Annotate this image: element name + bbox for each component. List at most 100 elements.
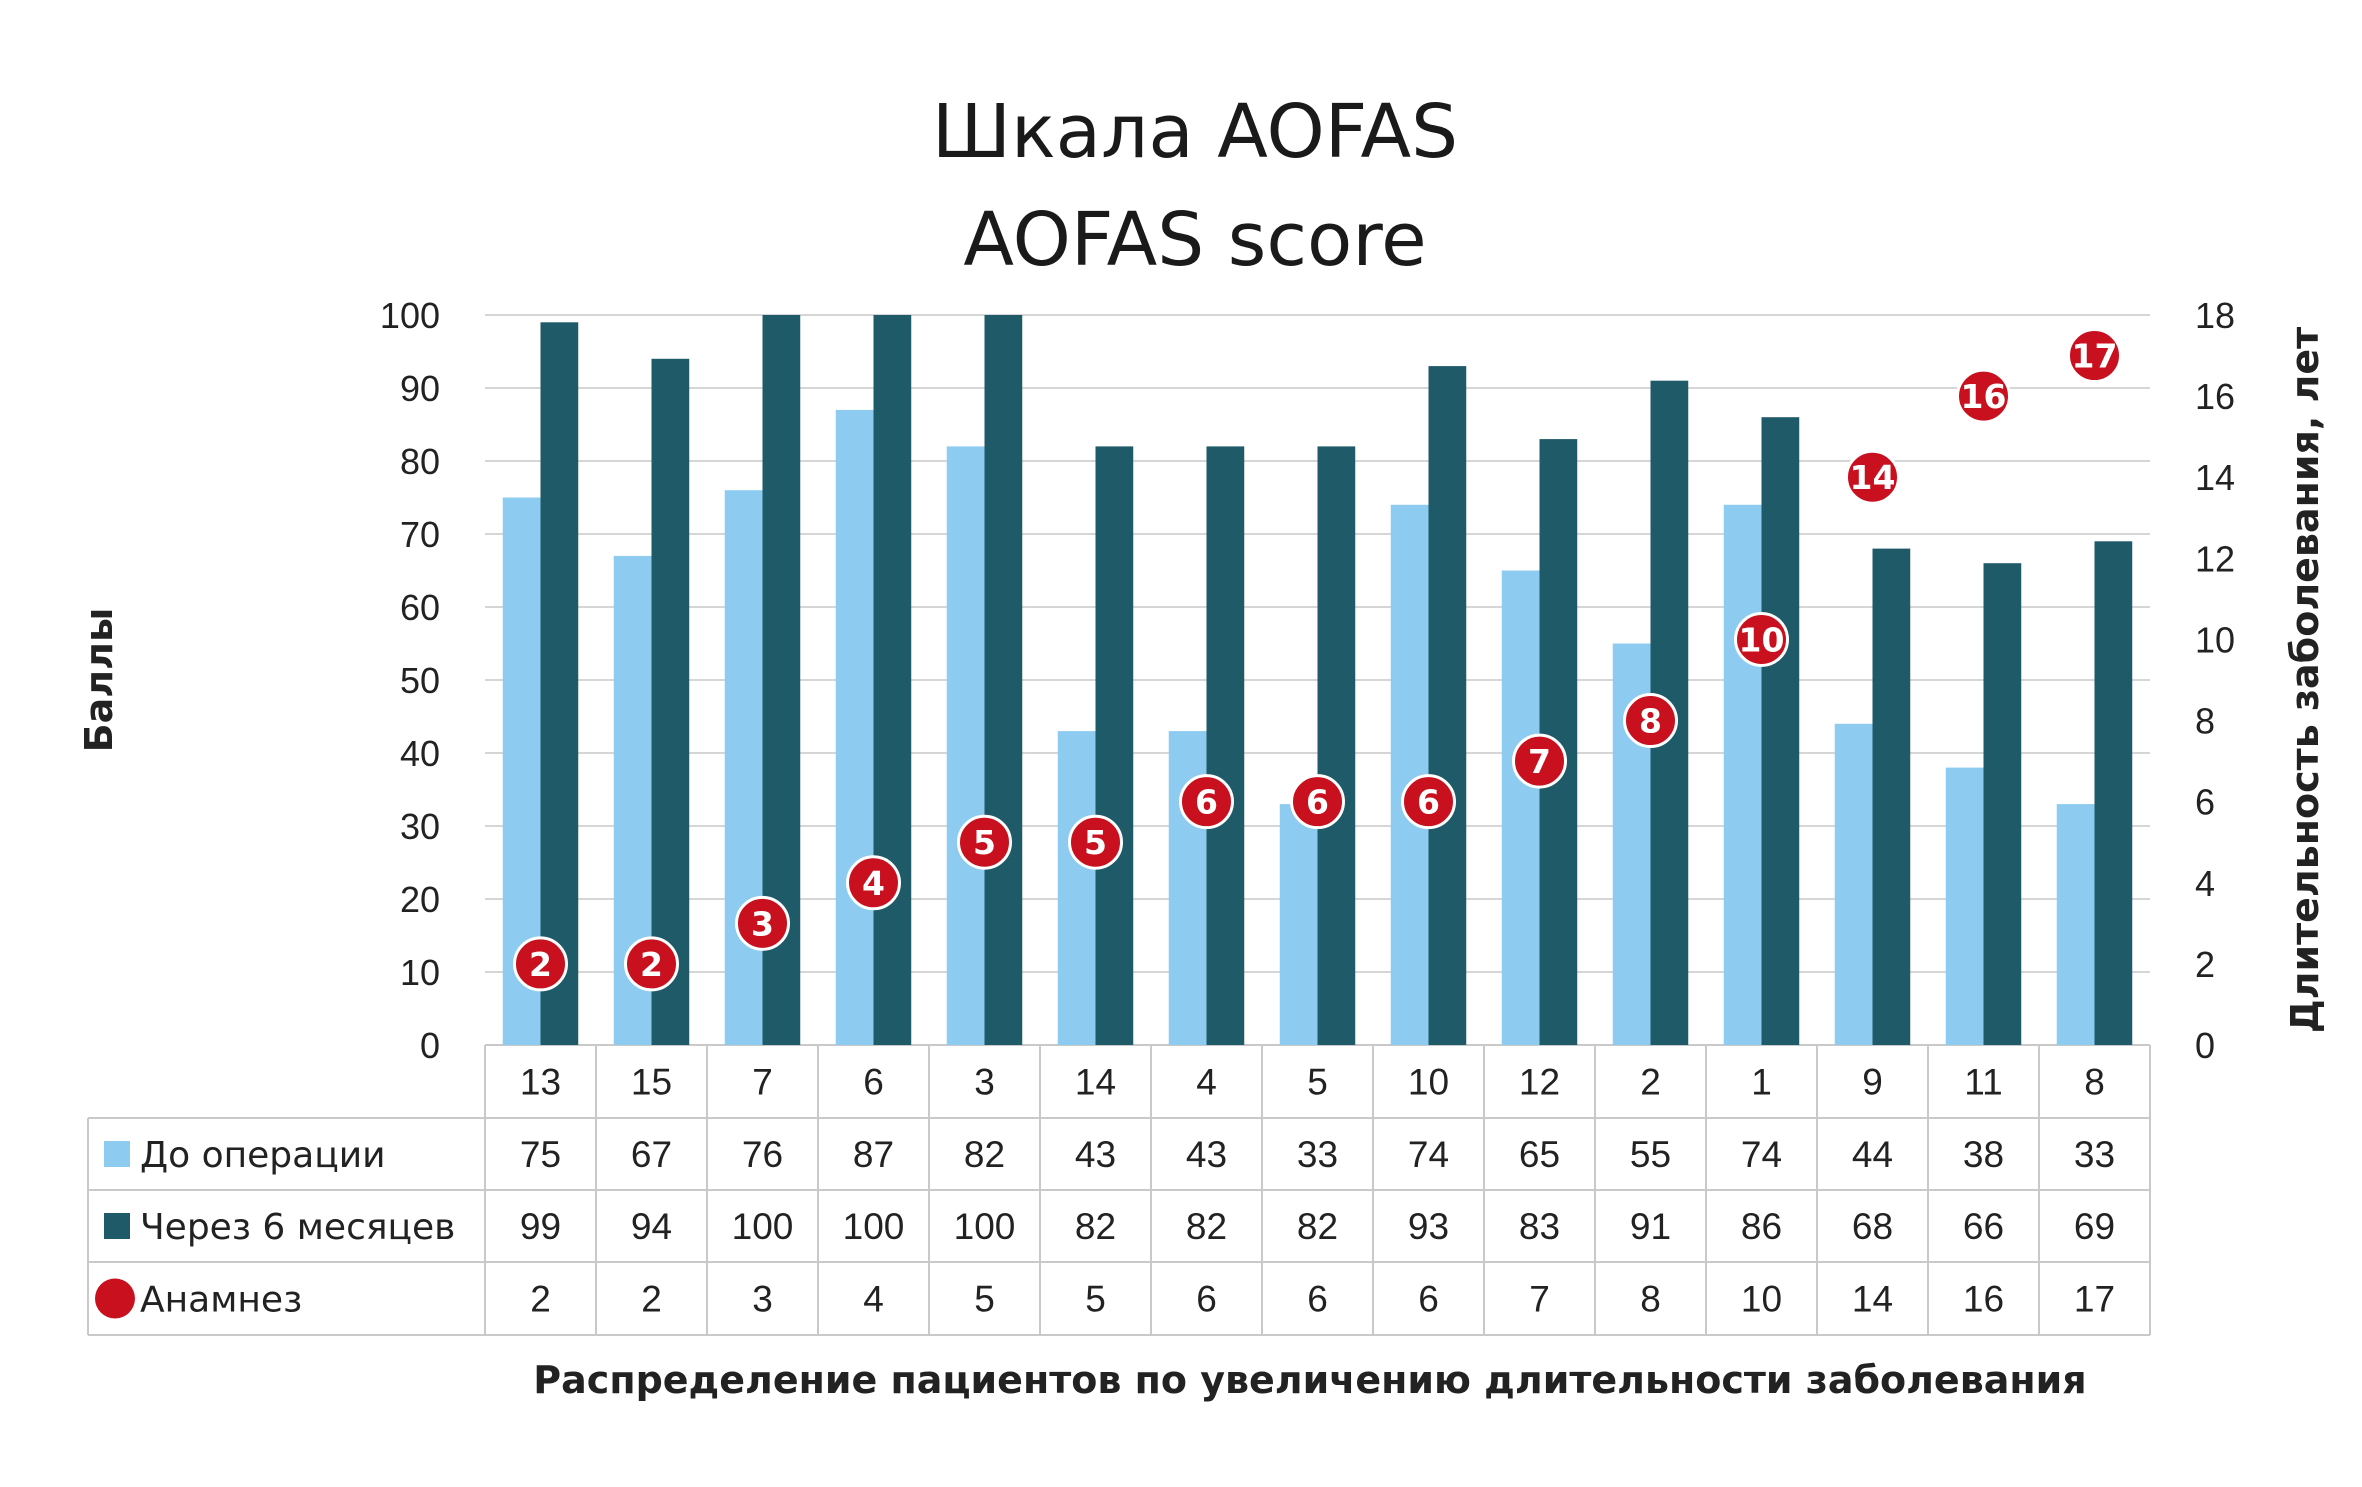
data-label: 75	[520, 1134, 561, 1175]
history-marker-label: 2	[529, 945, 552, 984]
y2-tick-label: 8	[2195, 701, 2215, 742]
data-label: 66	[1963, 1206, 2004, 1247]
history-marker-label: 5	[1084, 823, 1107, 862]
data-label: 43	[1186, 1134, 1227, 1175]
y2-tick-label: 16	[2195, 376, 2235, 417]
bar-after-6-months	[1206, 446, 1245, 1045]
history-marker	[957, 814, 1012, 870]
data-label: 87	[853, 1134, 894, 1175]
data-label: 6	[1307, 1279, 1328, 1320]
data-label: 16	[1963, 1279, 2004, 1320]
history-markers: 2 2 3 4 5 5 6 6 6 7 8 10 14 16 17	[513, 328, 2122, 992]
bar-before-surgery	[1834, 723, 1873, 1045]
y2-tick-label: 12	[2195, 538, 2235, 579]
data-label: 17	[2074, 1279, 2115, 1320]
data-label: 7	[1529, 1279, 1550, 1320]
bar-after-6-months	[1983, 563, 2022, 1045]
y-tick-label: 20	[400, 879, 440, 920]
data-label: 83	[1519, 1206, 1560, 1247]
x-tick-label: 12	[1519, 1062, 1560, 1103]
data-label: 100	[954, 1206, 1016, 1247]
legend-swatch	[104, 1213, 130, 1239]
x-tick-label: 7	[752, 1062, 773, 1103]
data-label: 82	[1297, 1206, 1338, 1247]
data-label: 76	[742, 1134, 783, 1175]
data-label: 67	[631, 1134, 672, 1175]
x-tick-label: 13	[520, 1062, 561, 1103]
data-label: 82	[1186, 1206, 1227, 1247]
history-marker	[1845, 449, 1900, 505]
y2-tick-label: 2	[2195, 944, 2215, 985]
history-marker-label: 5	[973, 823, 996, 862]
history-marker	[1179, 774, 1234, 830]
history-marker-label: 6	[1417, 783, 1440, 822]
history-marker-label: 16	[1961, 377, 2007, 416]
data-label: 68	[1852, 1206, 1893, 1247]
bar-after-6-months	[1095, 446, 1134, 1045]
y-tick-label: 60	[400, 587, 440, 628]
bar-after-6-months	[540, 322, 579, 1045]
bar-before-surgery	[724, 490, 763, 1045]
x-tick-label: 10	[1408, 1062, 1449, 1103]
data-label: 6	[1196, 1279, 1217, 1320]
y2-tick-label: 18	[2195, 295, 2235, 336]
y2-tick-label: 0	[2195, 1025, 2215, 1066]
y2-tick-label: 10	[2195, 619, 2235, 660]
x-tick-label: 11	[1964, 1062, 2002, 1103]
data-label: 74	[1408, 1134, 1449, 1175]
history-marker	[1401, 774, 1456, 830]
data-label: 43	[1075, 1134, 1116, 1175]
data-label: 93	[1408, 1206, 1449, 1247]
data-label: 65	[1519, 1134, 1560, 1175]
y2-tick-label: 14	[2195, 457, 2235, 498]
bar-before-surgery	[1723, 504, 1762, 1045]
y2-tick-label: 4	[2195, 863, 2215, 904]
data-label: 91	[1630, 1206, 1671, 1247]
history-marker-label: 14	[1850, 458, 1896, 497]
history-marker	[735, 895, 790, 951]
bar-before-surgery	[1945, 767, 1984, 1045]
y-tick-label: 50	[400, 660, 440, 701]
bar-after-6-months	[1872, 548, 1911, 1045]
history-marker-label: 10	[1739, 620, 1785, 659]
bar-after-6-months	[984, 315, 1023, 1045]
x-tick-label: 2	[1640, 1062, 1661, 1103]
x-tick-label: 15	[631, 1062, 672, 1103]
data-label: 55	[1630, 1134, 1671, 1175]
legend-swatch	[104, 1141, 130, 1167]
legend: До операции Через 6 месяцев Анамнез	[95, 1135, 455, 1321]
history-marker-label: 6	[1195, 783, 1218, 822]
history-marker	[1290, 774, 1345, 830]
data-table: 13 15 7 6 3 14 4 5 10 12 2 1 9 11 875 67 76 87 82 43 43 33 74 6…	[520, 1062, 2115, 1320]
data-label: 33	[2074, 1134, 2115, 1175]
bar-before-surgery	[835, 409, 874, 1045]
bar-after-6-months	[651, 358, 690, 1045]
x-tick-label: 14	[1075, 1062, 1116, 1103]
data-label: 33	[1297, 1134, 1338, 1175]
data-label: 2	[641, 1279, 662, 1320]
data-label: 44	[1852, 1134, 1893, 1175]
history-marker	[2067, 328, 2122, 384]
data-label: 5	[974, 1279, 995, 1320]
data-label: 10	[1741, 1279, 1782, 1320]
bar-before-surgery	[2056, 804, 2095, 1045]
x-tick-label: 8	[2084, 1062, 2105, 1103]
data-label: 74	[1741, 1134, 1782, 1175]
x-tick-label: 6	[863, 1062, 884, 1103]
x-tick-label: 5	[1307, 1062, 1328, 1103]
history-marker-label: 7	[1528, 742, 1551, 781]
history-marker	[624, 936, 679, 992]
data-label: 82	[1075, 1206, 1116, 1247]
x-axis-title: Распределение пациентов по увеличению дл…	[533, 1358, 2086, 1402]
history-marker-label: 3	[751, 904, 774, 943]
y2-axis-title: Длительность заболевания, лет	[2283, 327, 2327, 1033]
data-label: 69	[2074, 1206, 2115, 1247]
history-marker	[1512, 733, 1567, 789]
legend-label: Через 6 месяцев	[140, 1207, 455, 1248]
bar-before-surgery	[1057, 731, 1096, 1045]
history-marker-label: 6	[1306, 783, 1329, 822]
legend-swatch-history	[95, 1278, 135, 1319]
data-label: 94	[631, 1206, 672, 1247]
bar-after-6-months	[873, 315, 912, 1045]
